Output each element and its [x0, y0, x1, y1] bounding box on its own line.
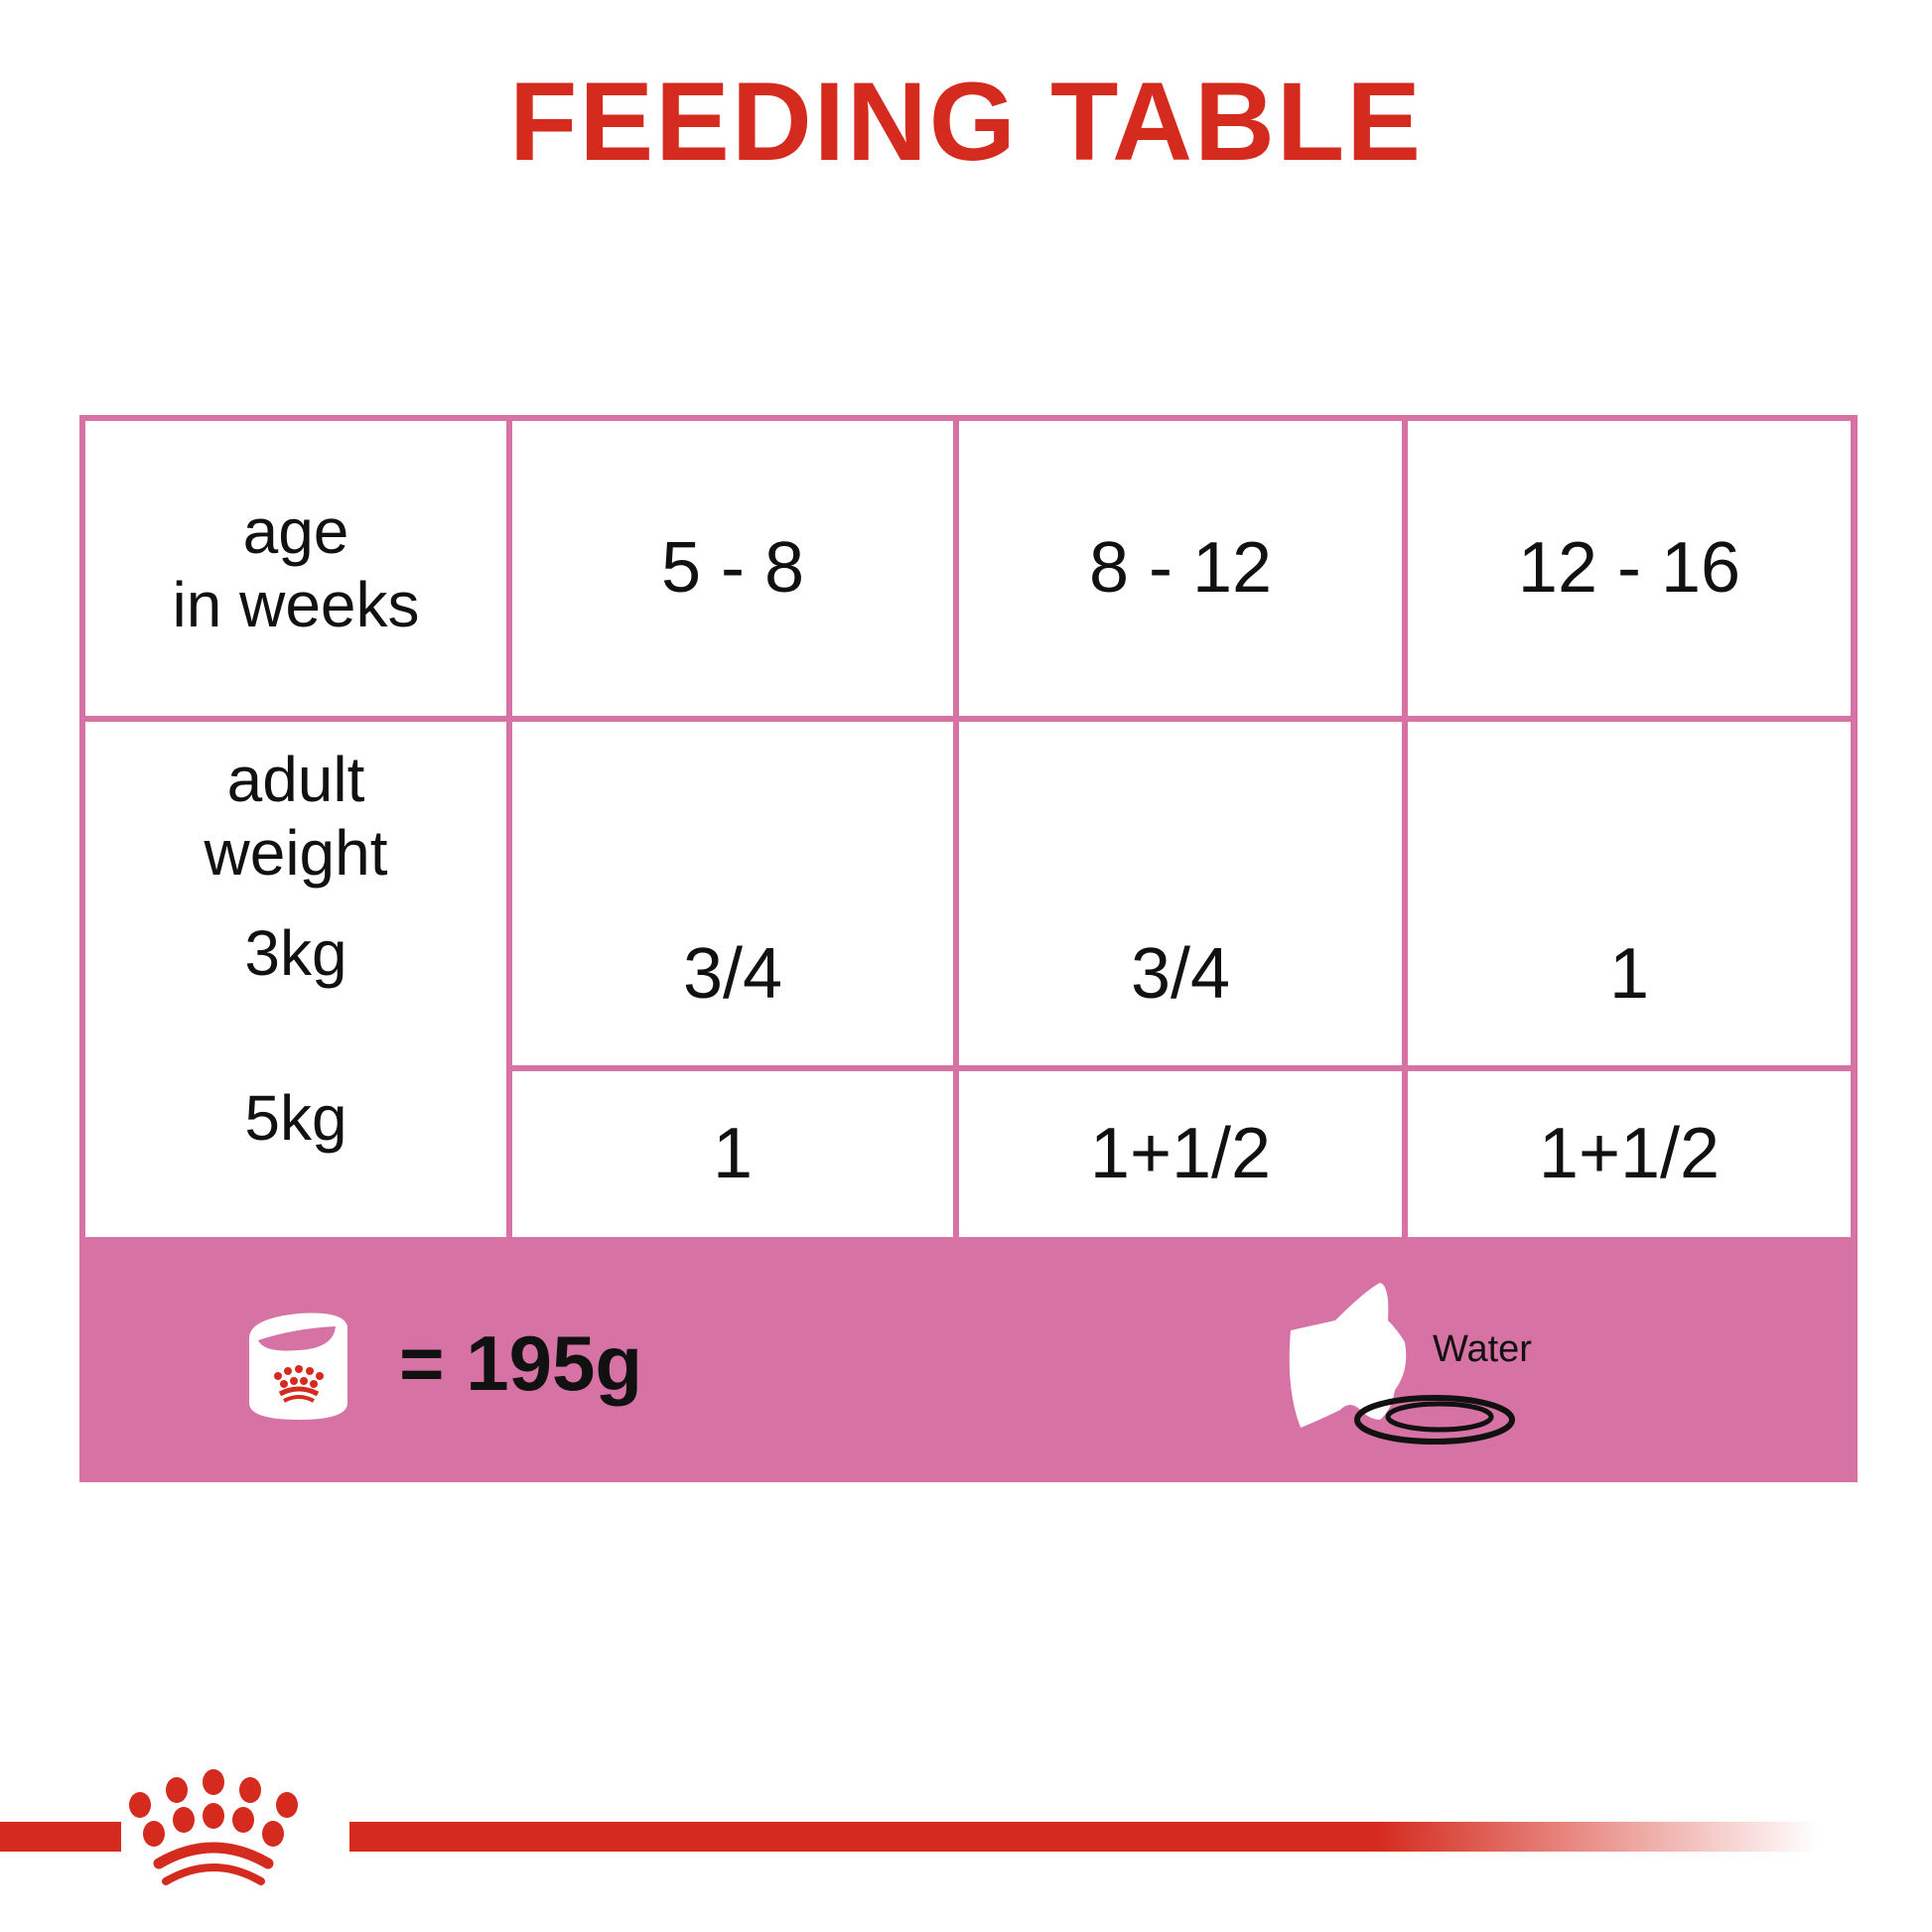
- table-cell: 1: [512, 1071, 953, 1237]
- weight-5kg: 5kg: [244, 1081, 347, 1154]
- food-can-icon: [249, 1312, 347, 1420]
- table-cell: 3/4: [959, 722, 1402, 1065]
- weight-label-line1: adult: [226, 744, 365, 815]
- table-cell: 1: [1408, 722, 1851, 1065]
- age-label-line1: age: [242, 494, 349, 567]
- brand-line-right: [349, 1822, 1819, 1852]
- cat-drinking-icon: [1289, 1283, 1515, 1445]
- royal-canin-logo: [129, 1769, 298, 1885]
- brand-line-left: [0, 1822, 121, 1852]
- weight-3kg: 3kg: [244, 917, 347, 990]
- age-label-cell: age in weeks: [85, 421, 506, 716]
- feeding-table: age in weeks 5 - 8 8 - 12 12 - 16 adult …: [79, 415, 1858, 1482]
- page-title: FEEDING TABLE: [509, 60, 1423, 184]
- water-label: Water: [1433, 1328, 1532, 1370]
- table-cell: 3/4: [512, 722, 953, 1065]
- weight-label-line2: weight: [204, 816, 388, 889]
- age-label-line2: in weeks: [172, 568, 420, 640]
- weight-label-cell: adult weight 3kg 5kg: [85, 722, 506, 1237]
- age-column-header: 12 - 16: [1408, 421, 1851, 716]
- can-weight-text: = 195g: [399, 1319, 643, 1407]
- table-cell: 1+1/2: [1408, 1071, 1851, 1237]
- table-cell: 1+1/2: [959, 1071, 1402, 1237]
- age-column-header: 8 - 12: [959, 421, 1402, 716]
- age-column-header: 5 - 8: [512, 421, 953, 716]
